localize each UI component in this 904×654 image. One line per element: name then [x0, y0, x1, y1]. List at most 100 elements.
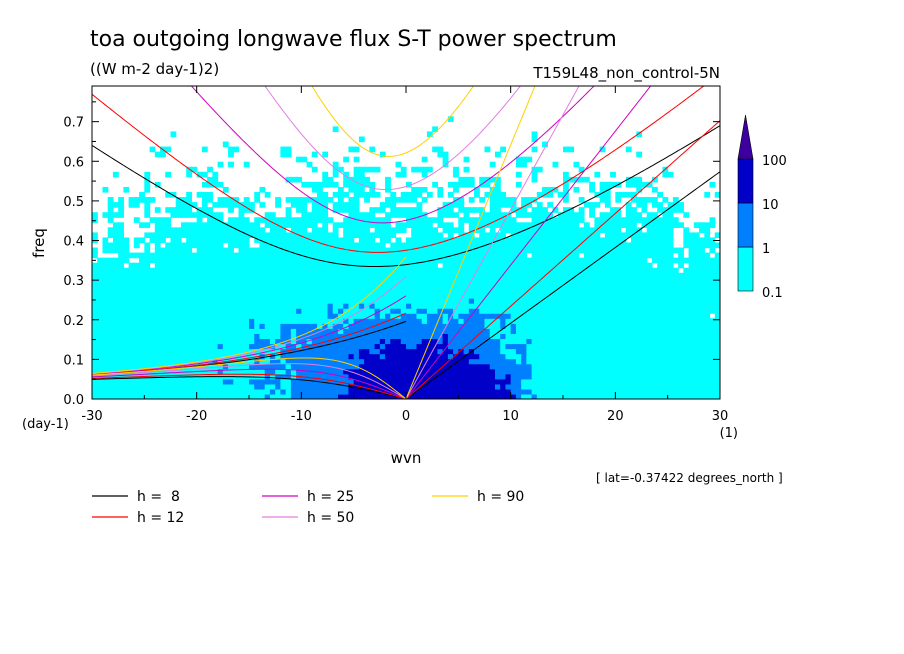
heatmap-cell: [337, 378, 344, 385]
heatmap-cell: [458, 202, 465, 208]
heatmap-cell: [625, 202, 632, 208]
heatmap-cell: [620, 378, 627, 385]
heatmap-cell: [563, 363, 569, 370]
heatmap-cell: [285, 212, 292, 218]
legend-label-h50: h = 50: [307, 510, 354, 526]
heatmap-cell: [463, 348, 470, 355]
heatmap-cell: [631, 348, 637, 355]
heatmap-cell: [411, 232, 418, 239]
heatmap-cell: [118, 257, 124, 264]
heatmap-cell: [170, 287, 177, 294]
heatmap-cell: [453, 383, 459, 390]
heatmap-cell: [238, 277, 245, 284]
heatmap-cell: [102, 393, 109, 399]
heatmap-cell: [165, 232, 172, 239]
heatmap-cell: [112, 343, 119, 350]
heatmap-cell: [437, 353, 444, 360]
heatmap-cell: [458, 242, 465, 249]
heatmap-cell: [458, 298, 465, 304]
heatmap-cell: [254, 197, 261, 203]
heatmap-cell: [714, 232, 720, 239]
heatmap-cell: [301, 358, 308, 365]
heatmap-cell: [678, 383, 684, 390]
heatmap-cell: [453, 378, 459, 385]
heatmap-cell: [693, 368, 700, 375]
heatmap-cell: [416, 328, 423, 334]
heatmap-cell: [578, 343, 585, 350]
heatmap-cell: [709, 262, 716, 269]
heatmap-cell: [699, 242, 705, 249]
heatmap-cell: [536, 308, 543, 314]
heatmap-cell: [636, 287, 643, 294]
heatmap-cell: [583, 277, 590, 284]
heatmap-cell: [217, 267, 224, 274]
heatmap-cell: [154, 298, 161, 304]
heatmap-cell: [714, 262, 720, 269]
heatmap-cell: [714, 353, 720, 360]
heatmap-cell: [573, 257, 580, 264]
heatmap-cell: [500, 368, 507, 375]
heatmap-cell: [552, 242, 559, 249]
heatmap-cell: [118, 313, 124, 319]
heatmap-cell: [332, 277, 339, 284]
heatmap-cell: [139, 388, 145, 395]
heatmap-cell: [395, 222, 402, 228]
heatmap-cell: [510, 323, 517, 329]
heatmap-cell: [594, 313, 601, 319]
heatmap-cell: [416, 242, 423, 249]
heatmap-cell: [421, 318, 428, 324]
heatmap-cell: [160, 252, 166, 259]
heatmap-cell: [432, 262, 438, 269]
heatmap-cell: [583, 318, 590, 324]
heatmap-cell: [233, 232, 240, 239]
heatmap-cell: [390, 333, 397, 340]
heatmap-cell: [296, 313, 302, 319]
heatmap-cell: [322, 282, 329, 289]
heatmap-cell: [301, 242, 308, 249]
heatmap-cell: [217, 298, 224, 304]
heatmap-cell: [374, 257, 381, 264]
heatmap-cell: [369, 217, 376, 223]
heatmap-cell: [301, 257, 308, 264]
heatmap-cell: [353, 308, 360, 314]
heatmap-cell: [92, 378, 98, 385]
heatmap-cell: [311, 197, 318, 203]
heatmap-cell: [306, 303, 313, 309]
heatmap-cell: [578, 292, 585, 299]
heatmap-cell: [123, 292, 130, 299]
heatmap-cell: [583, 298, 590, 304]
heatmap-cell: [604, 363, 611, 370]
heatmap-cell: [217, 262, 224, 269]
heatmap-cell: [521, 328, 527, 334]
heatmap-cell: [589, 257, 595, 264]
heatmap-cell: [557, 282, 564, 289]
heatmap-cell: [510, 313, 517, 319]
heatmap-cell: [128, 393, 135, 399]
heatmap-cell: [149, 287, 156, 294]
heatmap-cell: [285, 257, 292, 264]
heatmap-cell: [301, 277, 308, 284]
heatmap-cell: [379, 222, 386, 228]
heatmap-cell: [358, 186, 365, 193]
heatmap-cell: [494, 353, 501, 360]
heatmap-cell: [165, 358, 172, 365]
heatmap-cell: [699, 383, 705, 390]
heatmap-cell: [112, 313, 119, 319]
heatmap-cell: [249, 247, 255, 254]
heatmap-cell: [463, 303, 470, 309]
heatmap-cell: [542, 212, 548, 218]
heatmap-cell: [280, 222, 287, 228]
heatmap-cell: [547, 247, 554, 254]
heatmap-cell: [374, 277, 381, 284]
heatmap-cell: [573, 383, 580, 390]
heatmap-cell: [526, 308, 533, 314]
heatmap-cell: [165, 227, 172, 233]
heatmap-cell: [599, 303, 606, 309]
heatmap-cell: [474, 186, 480, 193]
heatmap-cell: [348, 282, 355, 289]
heatmap-cell: [416, 303, 423, 309]
heatmap-cell: [515, 373, 522, 380]
heatmap-cell: [139, 292, 145, 299]
dispersion-curve-h8-kelvin: [405, 171, 720, 399]
heatmap-cell: [589, 358, 595, 365]
